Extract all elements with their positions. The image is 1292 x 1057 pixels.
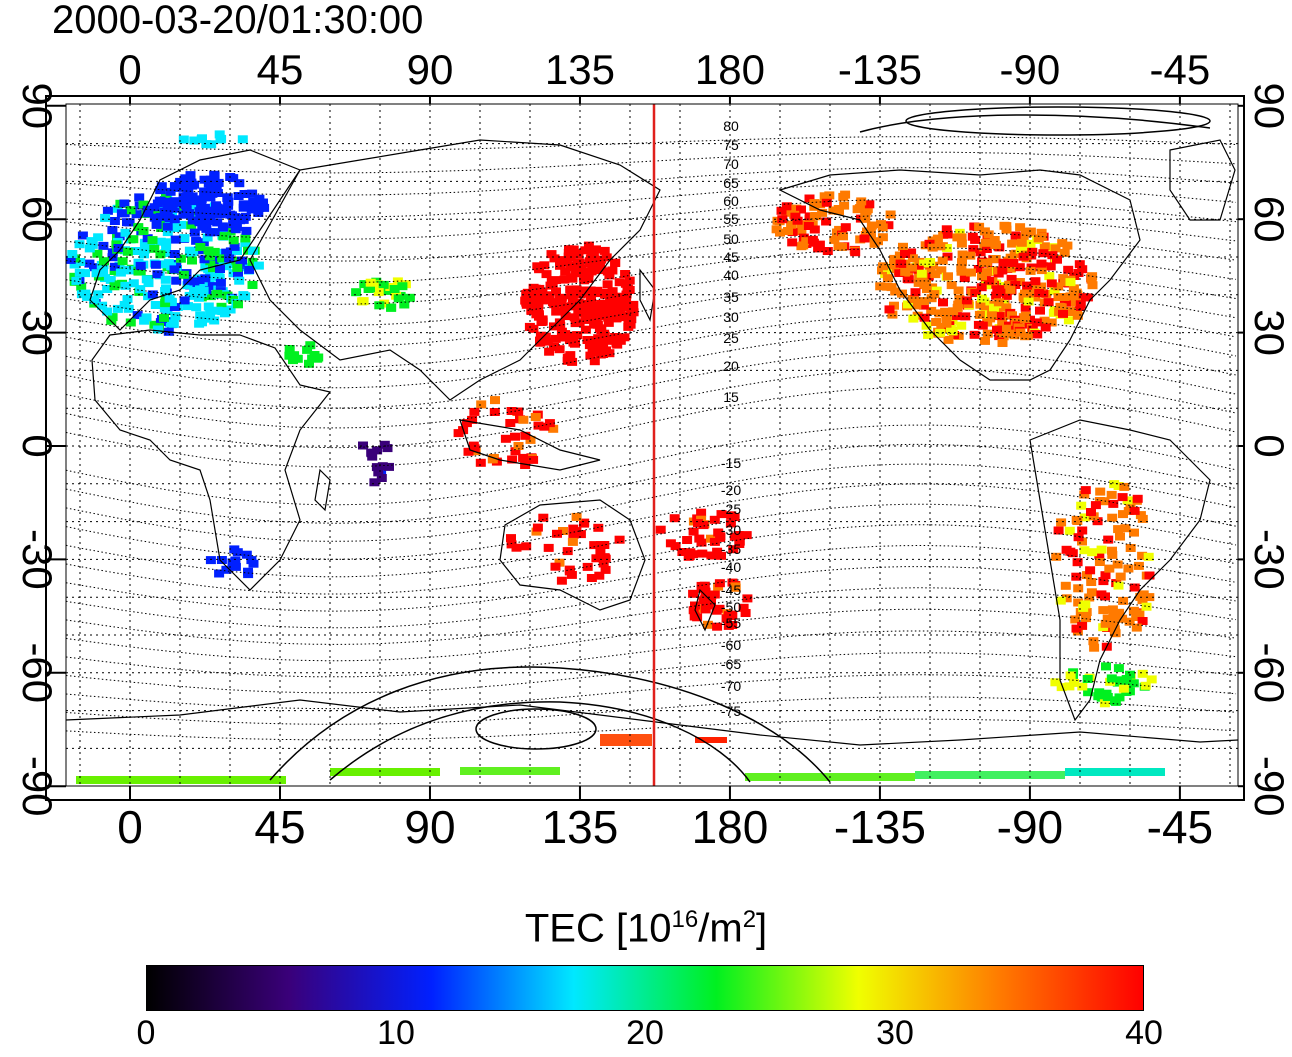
bottom-lon-tick: 180 [692, 801, 769, 853]
top-lon-tick: 135 [545, 46, 615, 93]
top-lon-tick: 45 [257, 46, 304, 93]
contour-label: 60 [723, 193, 739, 209]
contour-label: -75 [721, 703, 741, 719]
contour-label: 35 [723, 289, 739, 305]
colorbar-label: TEC [1016/m2] [524, 906, 768, 951]
contour-label: 55 [723, 211, 739, 227]
contour-label: -65 [721, 656, 741, 672]
right-lat-tick: 0 [1246, 434, 1292, 457]
colorbar-tick: 30 [876, 1014, 914, 1052]
coastline [91, 329, 332, 591]
coastline [249, 139, 661, 401]
colorbar [146, 965, 1144, 1011]
tec-map: 80 75 70 65 60 55 50 45 40 35 30 25 20 15 -15 -20 -25 -30… [14, 46, 1292, 853]
right-lat-tick: -60 [1246, 642, 1292, 703]
coastline [1169, 139, 1236, 221]
map-frame [45, 95, 1245, 801]
coastline [459, 419, 601, 471]
bottom-lon-tick: 45 [254, 801, 305, 853]
contour-label: 15 [723, 389, 739, 405]
right-lat-tick: 60 [1246, 196, 1292, 243]
bottom-lon-tick: -90 [997, 801, 1063, 853]
top-lon-tick: -135 [838, 46, 922, 93]
coastline [639, 268, 656, 322]
left-lat-tick: -90 [14, 756, 61, 817]
axis-ticks: 0045459090135135180180-135-135-90-90-45-… [14, 46, 1292, 853]
coastline [89, 149, 301, 331]
top-lon-tick: 180 [695, 46, 765, 93]
coastline [499, 499, 646, 611]
left-lat-tick: -30 [14, 529, 61, 590]
coastline [1029, 419, 1211, 722]
contour-label: 80 [723, 118, 739, 134]
right-lat-tick: 90 [1246, 82, 1292, 129]
left-lat-tick: -60 [14, 642, 61, 703]
coastline [314, 468, 331, 512]
contour-label: -15 [721, 455, 741, 471]
contour-label: -20 [721, 482, 741, 498]
right-lat-tick: -30 [1246, 529, 1292, 590]
contour-label: -55 [721, 615, 741, 631]
top-lon-tick: 90 [407, 46, 454, 93]
right-lat-tick: 30 [1246, 309, 1292, 356]
colorbar-tick: 40 [1125, 1014, 1163, 1052]
bottom-lon-tick: 90 [404, 801, 455, 853]
map-title: 2000-03-20/01:30:00 [52, 0, 424, 42]
contour-label: -30 [721, 522, 741, 538]
left-lat-tick: 60 [14, 196, 61, 243]
contour-label: -45 [721, 582, 741, 598]
coastline [65, 699, 1239, 746]
top-lon-tick: -90 [1000, 46, 1061, 93]
bottom-lon-tick: -45 [1147, 801, 1213, 853]
coastlines [65, 139, 1239, 746]
bottom-lon-tick: -135 [834, 801, 926, 853]
colorbar-tick: 10 [377, 1014, 415, 1052]
bottom-lon-tick: 0 [117, 801, 143, 853]
tec-data-cells [65, 130, 1165, 784]
contour-labels: 80 75 70 65 60 55 50 45 40 35 30 25 20 15 -15 -20 -25 -30… [721, 118, 741, 719]
left-lat-tick: 30 [14, 309, 61, 356]
colorbar-tick: 20 [626, 1014, 664, 1052]
contour-label: 25 [723, 330, 739, 346]
contour-label: -50 [721, 599, 741, 615]
coastline [694, 588, 716, 632]
contour-label: -25 [721, 501, 741, 517]
contour-label: 30 [723, 309, 739, 325]
contour-label: -40 [721, 559, 741, 575]
left-lat-tick: 90 [14, 82, 61, 129]
contour-label: -70 [721, 678, 741, 694]
contour-label: -35 [721, 541, 741, 557]
magnetic-latitude-contours [65, 106, 1237, 783]
top-lon-tick: 0 [118, 46, 141, 93]
contour-label: 45 [723, 249, 739, 265]
contour-label: 70 [723, 156, 739, 172]
contour-label: 65 [723, 175, 739, 191]
contour-label: 40 [723, 267, 739, 283]
bottom-lon-tick: 135 [542, 801, 619, 853]
top-lon-tick: -45 [1150, 46, 1211, 93]
right-lat-tick: -90 [1246, 756, 1292, 817]
colorbar-tick: 0 [136, 1014, 156, 1052]
contour-label: 20 [723, 358, 739, 374]
coastline [778, 169, 1141, 381]
contour-label: 50 [723, 231, 739, 247]
left-lat-tick: 0 [14, 434, 61, 457]
contour-label: 75 [723, 137, 739, 153]
contour-label: -60 [721, 637, 741, 653]
